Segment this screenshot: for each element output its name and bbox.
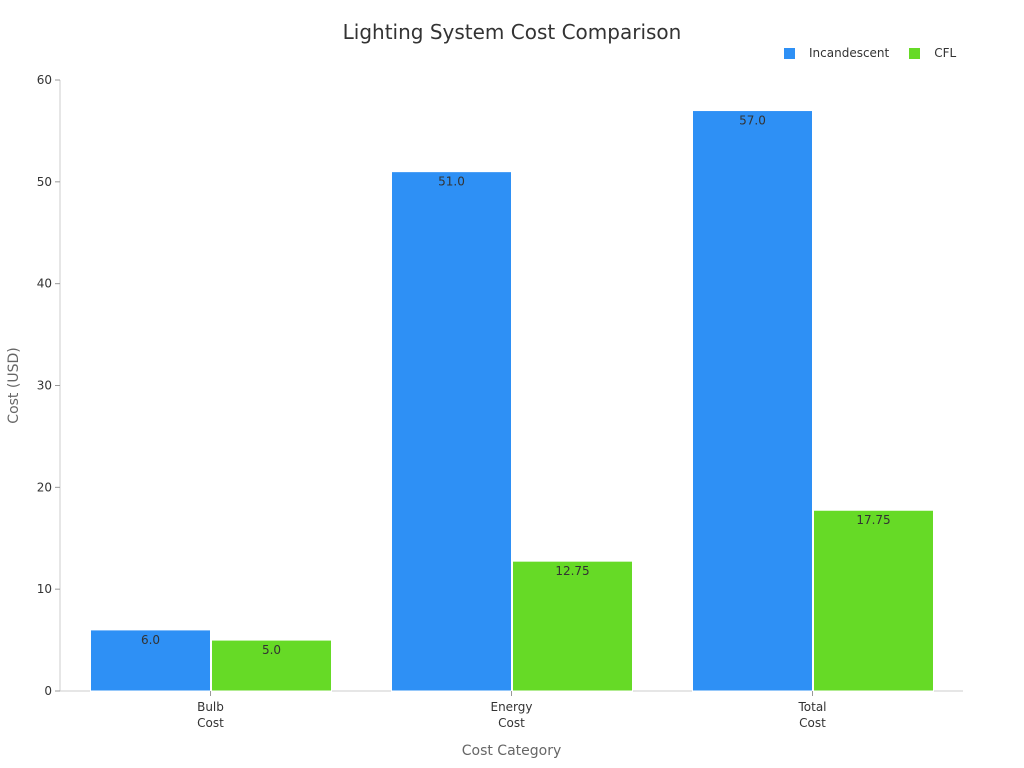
y-axis-title: Cost (USD) — [6, 347, 22, 423]
data-label: 57.0 — [739, 114, 766, 128]
bar-incandescent — [391, 171, 512, 692]
bar-incandescent — [692, 110, 813, 692]
y-tick-label: 60 — [37, 73, 52, 87]
bar-cfl — [512, 560, 633, 692]
legend-item-incandescent[interactable]: Incandescent — [784, 46, 889, 60]
y-tick-label: 40 — [37, 277, 52, 291]
legend-item-cfl[interactable]: CFL — [909, 46, 956, 60]
data-label: 51.0 — [438, 175, 465, 189]
legend-swatch — [784, 47, 795, 59]
legend-label: CFL — [934, 46, 957, 60]
y-tick-label: 50 — [37, 175, 52, 189]
data-label: 5.0 — [262, 643, 281, 657]
y-tick-label: 0 — [44, 684, 52, 698]
y-tick-label: 30 — [37, 379, 52, 393]
x-tick-label: Cost — [799, 716, 826, 730]
legend-swatch — [909, 47, 921, 59]
y-tick-label: 20 — [37, 480, 52, 494]
x-axis-title: Cost Category — [462, 743, 562, 759]
legend-label: Incandescent — [809, 46, 890, 60]
bar-incandescent — [90, 629, 211, 692]
x-tick-label: Total — [797, 700, 826, 714]
bar-cfl — [211, 639, 332, 692]
y-tick-label: 10 — [37, 582, 52, 596]
x-tick-label: Bulb — [197, 700, 224, 714]
x-tick-label: Cost — [197, 716, 224, 730]
chart-title: Lighting System Cost Comparison — [342, 20, 682, 44]
x-tick-label: Cost — [498, 716, 525, 730]
x-tick-label: Energy — [490, 700, 532, 714]
data-label: 17.75 — [856, 513, 890, 527]
legend: Incandescent CFL — [784, 46, 976, 60]
bar-cfl — [813, 509, 934, 692]
data-label: 12.75 — [555, 564, 589, 578]
data-label: 6.0 — [141, 633, 160, 647]
